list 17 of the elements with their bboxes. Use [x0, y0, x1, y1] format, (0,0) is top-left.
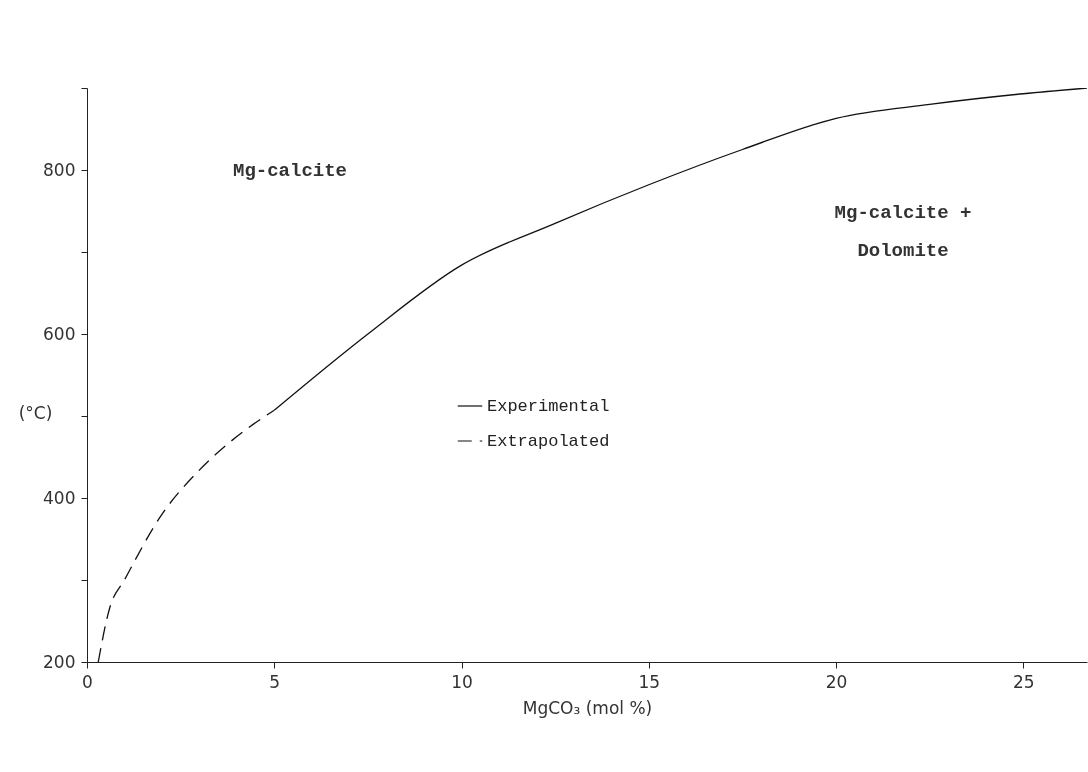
- y-tick-label: 200: [43, 651, 76, 672]
- annotation: Mg-calcite +: [834, 202, 972, 224]
- y-axis-title: (°C): [18, 402, 53, 423]
- x-tick-label: 0: [82, 671, 93, 692]
- x-axis-title: MgCO₃ (mol %): [522, 697, 653, 718]
- x-tick-label: 10: [451, 671, 473, 692]
- x-tick-label: 5: [269, 671, 281, 692]
- x-tick-label: 15: [638, 671, 661, 692]
- y-tick-label: 800: [43, 159, 76, 180]
- x-tick-label: 20: [825, 671, 848, 692]
- legend-label: Experimental: [487, 397, 610, 416]
- legend-label: Extrapolated: [487, 432, 610, 451]
- y-tick-label: 400: [43, 487, 76, 508]
- annotation: Mg-calcite: [232, 160, 348, 182]
- y-tick-label: 600: [43, 323, 76, 344]
- x-tick-label: 25: [1013, 671, 1035, 692]
- annotation: Dolomite: [857, 240, 949, 262]
